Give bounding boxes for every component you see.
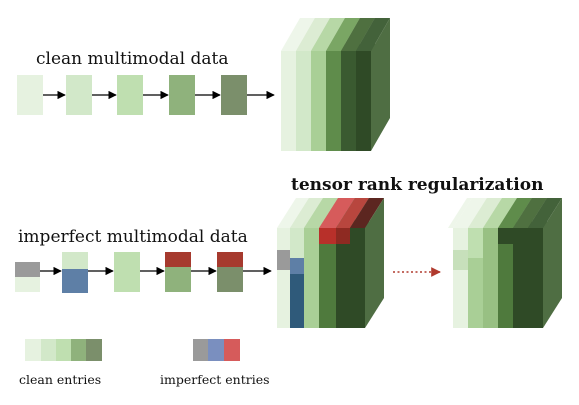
clean-block-1 [17,75,43,115]
legend-swatch [25,339,41,361]
imperfect-data-label: imperfect multimodal data [18,227,248,247]
clean-block-4 [169,75,195,115]
legend-swatch [193,339,208,361]
imperfect-block-3 [114,252,140,292]
clean-sequence [17,75,275,115]
legend-swatch [208,339,224,361]
imperfect-block-2 [62,252,88,269]
imperfect-block-2-lower [62,269,88,293]
regularization-label: tensor rank regularization [291,175,543,195]
imperfect-block-1-lower [15,277,40,292]
clean-block-5 [221,75,247,115]
imperfect-sequence [15,252,272,293]
imperfect-cube-slice [350,198,384,328]
clean-cube-slice [356,18,390,151]
legend-swatch [224,339,240,361]
imperfect-tensor-cube [277,198,384,328]
legend-swatch [56,339,71,361]
imperfect-block-1 [15,262,40,277]
legend-swatch [41,339,56,361]
clean-block-3 [117,75,143,115]
imperfect-block-5 [217,252,243,267]
legend-swatch [71,339,86,361]
clean-block-2 [66,75,92,115]
clean-entries-label: clean entries [19,372,101,387]
imperfect-block-5-lower [217,267,243,292]
regularized-tensor-cube [448,198,562,328]
clean-tensor-cube [281,18,390,151]
imperfect-block-4 [165,252,191,267]
clean-entries-legend [25,339,102,361]
imperfect-entries-legend [193,339,240,361]
legend-swatch [86,339,102,361]
regularized-cube-slice [528,198,562,328]
imperfect-block-4-lower [165,267,191,292]
clean-data-label: clean multimodal data [36,49,228,69]
imperfect-entries-label: imperfect entries [160,372,270,387]
